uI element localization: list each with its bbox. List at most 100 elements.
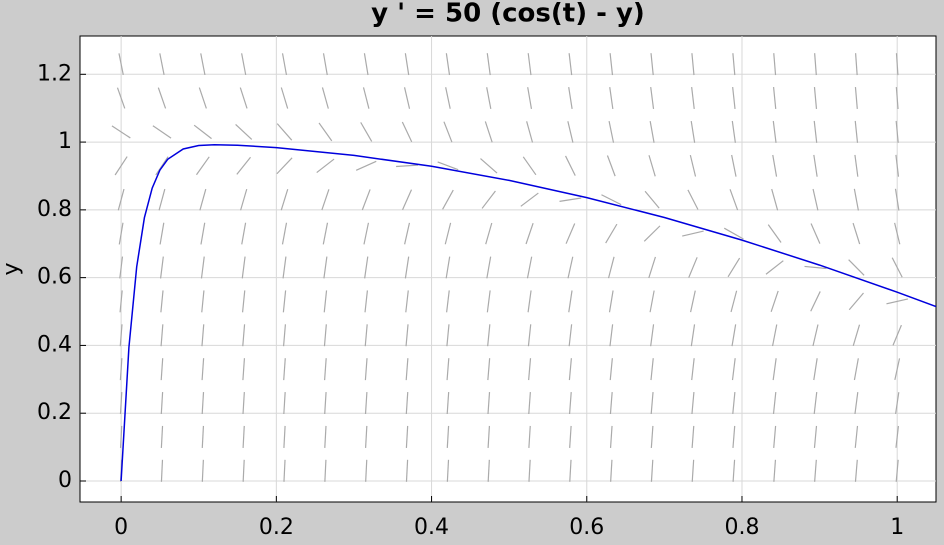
slope-dash [443, 121, 453, 143]
slope-dash [732, 392, 736, 415]
slope-dash [240, 188, 248, 211]
y-tick-label: 1.2 [37, 61, 72, 86]
slope-dash [324, 425, 327, 448]
x-tick-label: 1 [890, 515, 904, 540]
slope-dash [526, 256, 533, 279]
slope-dash [360, 122, 373, 142]
slope-dash [895, 459, 899, 482]
slope-dash [484, 121, 493, 143]
slope-dash [487, 459, 490, 482]
slope-dash [276, 157, 293, 175]
slope-dash [772, 358, 777, 381]
slope-dash [650, 358, 654, 381]
slope-dash [895, 120, 899, 143]
slope-dash [773, 53, 777, 76]
slope-dash [773, 425, 777, 448]
slope-dash [812, 324, 819, 347]
slope-dash [814, 53, 817, 76]
y-tick-label: 1 [58, 129, 72, 154]
slope-dash [610, 459, 613, 482]
slope-dash [731, 154, 737, 177]
slope-dash [568, 53, 573, 76]
slope-dash [650, 324, 655, 347]
slope-dash [160, 324, 164, 347]
slope-dash [649, 290, 655, 313]
slope-dash [690, 324, 696, 347]
slope-dash [528, 392, 531, 415]
slope-dash [282, 290, 287, 313]
slope-dash [894, 222, 901, 245]
slope-dash [364, 358, 368, 381]
slope-dash [446, 392, 450, 415]
slope-dash [280, 189, 289, 211]
slope-dash [242, 425, 245, 448]
slope-dash [241, 290, 246, 313]
slope-dash [854, 120, 859, 143]
slope-dash [609, 358, 613, 381]
y-axis-label: y [0, 262, 24, 275]
slope-dash [886, 298, 909, 305]
slope-dash [891, 257, 903, 278]
slope-dash [650, 87, 655, 110]
slope-dash [119, 324, 123, 347]
slope-dash [116, 87, 126, 109]
x-tick-label: 0.8 [724, 515, 759, 540]
ticks: 0 0.2 0.4 0.6 0.8 1 0 0.2 0.4 0.6 0.8 1 1.2 [37, 61, 904, 540]
slope-dash [650, 392, 654, 415]
slope-dash [854, 425, 859, 448]
slope-dash [772, 87, 777, 110]
slope-dash [690, 290, 696, 313]
slope-dash [364, 256, 369, 279]
slope-dash [727, 257, 741, 278]
slope-dash [324, 459, 327, 482]
slope-dash [813, 425, 818, 448]
slope-dash [487, 358, 491, 381]
x-tick-label: 0.4 [414, 515, 449, 540]
slope-dash [111, 125, 131, 139]
slope-dash [160, 459, 164, 482]
slope-dash [119, 425, 123, 448]
slope-dash [364, 392, 368, 415]
slope-dash [487, 324, 491, 347]
slope-dash [160, 392, 164, 415]
slope-dash [159, 53, 165, 76]
slope-dash [118, 53, 124, 76]
slope-dash [732, 425, 736, 448]
slope-dash [812, 188, 819, 211]
slope-dash [239, 87, 248, 109]
slope-dash [193, 124, 212, 140]
slope-dash [405, 392, 409, 415]
slope-dash [487, 392, 491, 415]
y-tick-label: 0.6 [37, 265, 72, 290]
slope-dash [324, 358, 327, 381]
slope-dash [691, 87, 695, 110]
slope-dash [690, 120, 696, 143]
slope-dash [119, 256, 124, 279]
slope-dash [895, 154, 900, 177]
slope-dash [365, 425, 368, 448]
slope-dash [201, 392, 205, 415]
slope-dash [892, 324, 902, 346]
slope-dash [362, 87, 370, 109]
slope-dash [527, 290, 532, 313]
slope-dash [364, 290, 369, 313]
slope-dash [160, 256, 164, 279]
slope-dash [771, 324, 778, 347]
slope-dash [282, 256, 287, 279]
slope-dash [528, 459, 531, 482]
slope-dash [609, 87, 614, 109]
slope-dash [605, 223, 618, 244]
slope-dash [564, 155, 576, 176]
slope-dash [160, 290, 164, 313]
slope-dash [729, 189, 739, 211]
x-tick-label: 0 [114, 515, 128, 540]
slope-dash [854, 154, 859, 177]
slope-dash [241, 53, 247, 76]
slope-dash [609, 324, 614, 347]
slope-dash [361, 189, 371, 211]
slope-dash [242, 459, 245, 482]
slope-dash [731, 358, 736, 381]
y-tick-label: 0.2 [37, 400, 72, 425]
slope-dash [607, 256, 615, 279]
slope-dash [242, 358, 246, 381]
